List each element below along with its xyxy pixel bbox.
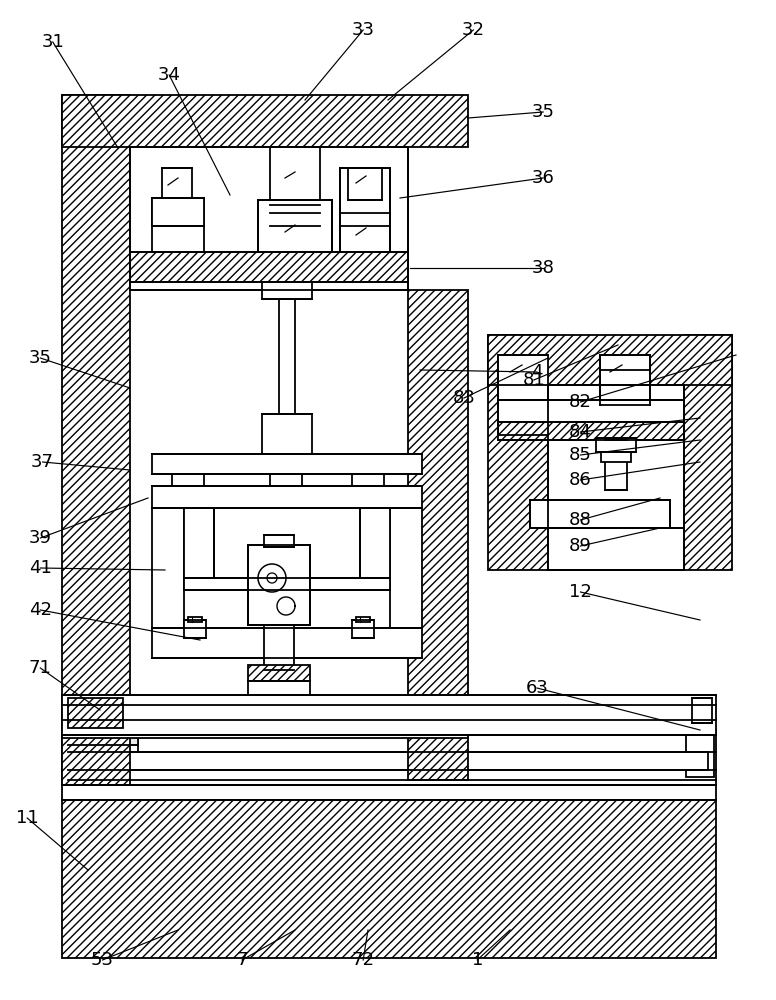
Bar (270, 474, 302, 486)
Bar (62, 95, 468, 147)
Bar (130, 147, 408, 290)
Bar (262, 282, 312, 299)
Bar (184, 508, 214, 578)
Bar (356, 617, 370, 622)
Bar (498, 355, 548, 435)
Text: 7: 7 (237, 951, 248, 969)
Bar (62, 785, 716, 800)
Text: 84: 84 (569, 423, 592, 441)
Bar (262, 414, 312, 454)
Bar (264, 535, 294, 547)
Bar (152, 454, 422, 474)
Bar (248, 545, 310, 625)
Bar (68, 735, 123, 780)
Text: 34: 34 (158, 66, 181, 84)
Bar (352, 474, 384, 486)
Bar (172, 474, 204, 486)
Bar (152, 198, 204, 226)
Text: 72: 72 (352, 951, 375, 969)
Text: 32: 32 (462, 21, 485, 39)
Text: 39: 39 (29, 529, 52, 547)
Bar (601, 452, 631, 462)
Bar (360, 508, 390, 578)
Text: 63: 63 (525, 679, 549, 697)
Text: 53: 53 (91, 951, 114, 969)
Text: 89: 89 (569, 537, 592, 555)
Bar (130, 252, 408, 282)
Bar (600, 355, 650, 405)
Bar (152, 198, 204, 252)
Bar (548, 528, 684, 570)
Text: 85: 85 (569, 446, 592, 464)
Bar (62, 95, 130, 785)
Bar (68, 698, 123, 728)
Bar (264, 625, 294, 670)
Bar (68, 752, 708, 770)
Bar (605, 440, 627, 490)
Bar (248, 665, 310, 681)
Bar (248, 681, 310, 695)
Bar (488, 335, 548, 570)
Bar (184, 578, 390, 590)
Text: 1: 1 (472, 951, 483, 969)
Text: 41: 41 (29, 559, 52, 577)
Bar (152, 628, 422, 658)
Bar (340, 168, 390, 252)
Text: 83: 83 (452, 389, 476, 407)
Text: 81: 81 (522, 371, 546, 389)
Bar (62, 695, 716, 735)
Text: 36: 36 (532, 169, 555, 187)
Bar (279, 299, 295, 414)
Bar (162, 168, 192, 198)
Bar (62, 730, 468, 738)
Text: 11: 11 (16, 809, 39, 827)
Text: 88: 88 (569, 511, 592, 529)
Bar (62, 730, 716, 785)
Bar (152, 508, 184, 628)
Text: 33: 33 (352, 21, 375, 39)
Bar (684, 335, 732, 570)
Bar (408, 290, 468, 780)
Bar (530, 500, 670, 528)
Bar (352, 620, 374, 638)
Bar (692, 698, 712, 723)
Text: 86: 86 (569, 471, 592, 489)
Bar (348, 168, 382, 200)
Text: 38: 38 (532, 259, 555, 277)
Bar (498, 400, 684, 422)
Bar (548, 385, 684, 570)
Bar (488, 335, 732, 385)
Text: 71: 71 (29, 659, 52, 677)
Text: 42: 42 (29, 601, 52, 619)
Text: 37: 37 (31, 453, 54, 471)
Bar (188, 617, 202, 622)
Bar (68, 735, 138, 745)
Text: 12: 12 (569, 583, 592, 601)
Bar (390, 508, 422, 628)
Text: 35: 35 (29, 349, 52, 367)
Bar (184, 620, 206, 638)
Bar (68, 735, 138, 757)
Bar (152, 486, 422, 508)
Bar (498, 422, 684, 440)
Bar (686, 735, 714, 777)
Text: 82: 82 (569, 393, 592, 411)
Text: 4: 4 (532, 363, 542, 381)
Text: 31: 31 (41, 33, 64, 51)
Bar (596, 438, 636, 452)
Bar (270, 147, 320, 205)
Bar (258, 200, 332, 252)
Text: 35: 35 (532, 103, 555, 121)
Bar (62, 800, 716, 958)
